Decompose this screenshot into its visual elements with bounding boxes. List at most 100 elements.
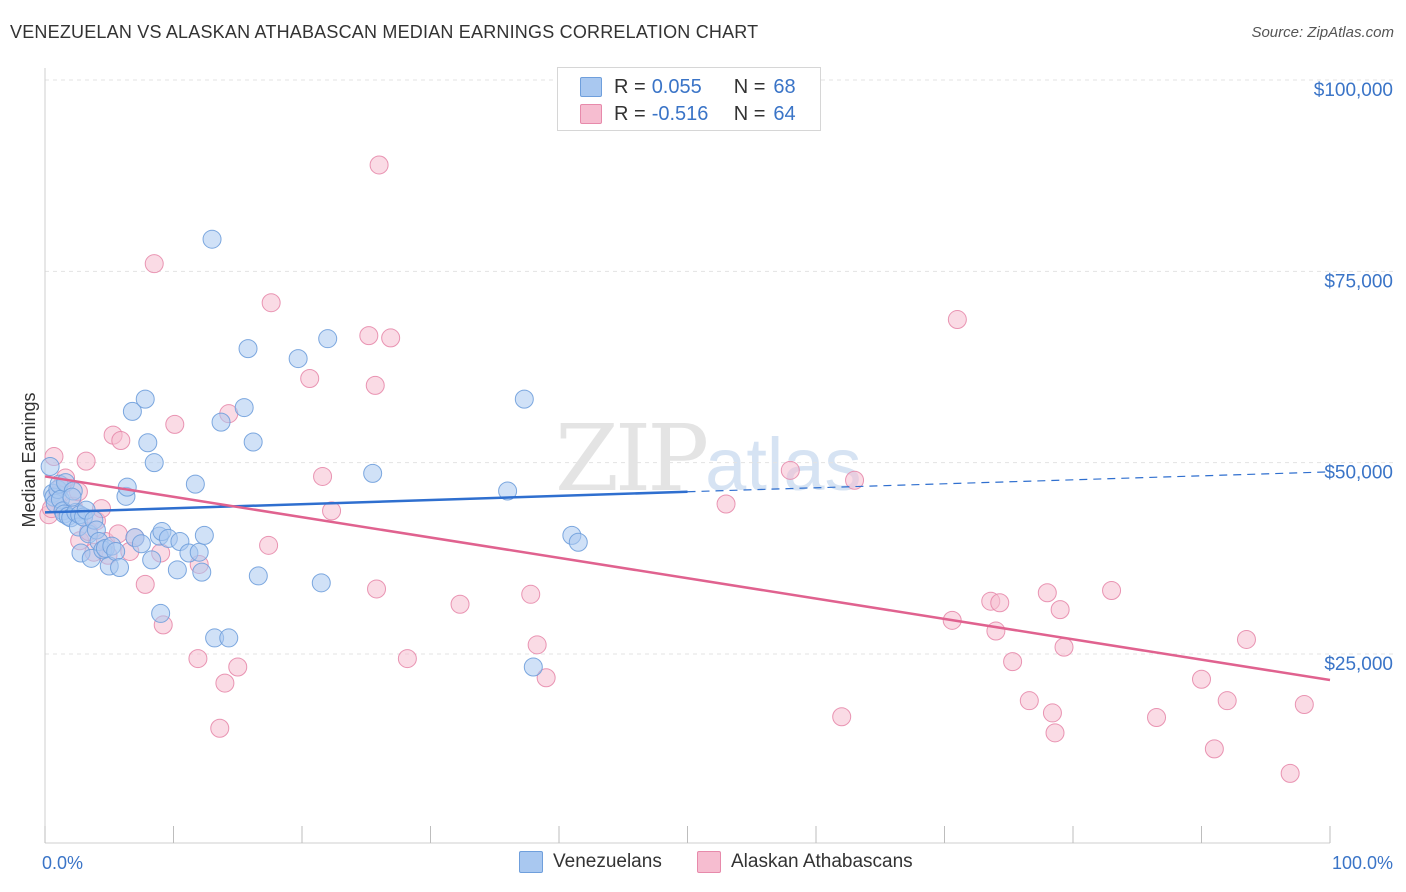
venezuelans-trend-extension [687,471,1331,493]
chart-title: VENEZUELAN VS ALASKAN ATHABASCAN MEDIAN … [10,22,759,42]
r-value: -0.516 [651,102,709,125]
venezuelans-point [138,433,158,453]
venezuelans-point [523,657,543,677]
athabascans-point [365,375,385,395]
venezuelans-point [514,389,534,409]
athabascans-point [261,293,281,313]
athabascans-point [1147,708,1167,728]
grid [45,79,1395,655]
venezuelans-point [363,463,383,483]
athabascans-point [165,414,185,434]
athabascans-point [144,254,164,274]
source-label: Source: ZipAtlas.com [1251,24,1394,41]
venezuelans-point [243,432,263,452]
venezuelans-trend-line [44,490,688,514]
venezuelans-point [288,349,308,369]
athabascans-point [215,673,235,693]
athabascans-point [527,635,547,655]
legend-row-venezuelans: R = 0.055 N = 68 [580,75,796,99]
athabascans-point [300,368,320,388]
athabascans-point [1294,695,1314,715]
series-legend: Venezuelans Alaskan Athabascans [0,851,1406,877]
venezuelans-point [311,573,331,593]
athabascans-point [1217,691,1237,711]
venezuelans-point [144,453,164,473]
pink-swatch [697,851,721,873]
athabascans-point [188,649,208,669]
athabascans-point [986,621,1006,641]
venezuelans-point [135,389,155,409]
athabascans-point [521,584,541,604]
venezuelans-point [167,560,187,580]
venezuelans-point [238,339,258,359]
athabascans-point [210,718,230,738]
venezuelans-point [568,532,588,552]
athabascans-point [313,466,333,486]
venezuelans-point [211,412,231,432]
athabascans-point [1019,691,1039,711]
athabascans-point [76,451,96,471]
r-label: R = [614,75,646,98]
y-axis-title: Median Earnings [19,392,39,527]
athabascans-point [1102,580,1122,600]
athabascans-point [1204,739,1224,759]
pink-swatch [580,104,602,124]
correlation-legend: R = 0.055 N = 68 R = -0.516 N = 64 [557,67,821,131]
athabascans-point [322,501,342,521]
venezuelans-point [185,474,205,494]
athabascans-point [450,594,470,614]
athabascans-point [359,326,379,346]
venezuelans-point [202,229,222,249]
venezuelans-point [192,562,212,582]
athabascans-point [716,494,736,514]
r-label: R = [614,102,646,125]
blue-swatch [519,851,543,873]
venezuelans-point [189,542,209,562]
r-value: 0.055 [651,75,702,98]
venezuelans-point [40,456,60,476]
venezuelans-point [142,550,162,570]
x-tick-label-max: 100.0% [1332,853,1393,873]
athabascans-point [1042,703,1062,723]
venezuelans-point [131,534,151,554]
x-tick-label-min: 0.0% [42,853,83,873]
trend-lines [44,471,1331,682]
venezuelans-point [318,329,338,349]
legend-item-venezuelans[interactable]: Venezuelans [519,851,662,873]
athabascans-point [135,574,155,594]
blue-swatch [580,77,602,97]
venezuelans-points [40,229,588,677]
athabascans-point [367,579,387,599]
axes [44,68,1331,844]
legend-label-athabascans: Alaskan Athabascans [731,851,913,872]
athabascans-point [1192,669,1211,689]
y-tick-label: $25,000 [1324,654,1393,675]
n-value: 64 [773,102,796,125]
athabascans-point [1037,583,1057,603]
athabascans-point [111,430,131,450]
athabascans-point [369,155,389,175]
n-label: N = [733,75,766,98]
n-label: N = [733,102,766,125]
legend-item-athabascans[interactable]: Alaskan Athabascans [697,851,913,873]
venezuelans-point [122,401,142,421]
athabascans-point [845,470,865,490]
athabascans-trend-line [44,475,1331,682]
legend-row-athabascans: R = -0.516 N = 64 [580,102,796,126]
athabascans-point [228,657,248,677]
athabascans-point [397,649,417,669]
venezuelans-point [106,541,126,561]
venezuelans-point [110,558,130,578]
y-tick-label: $75,000 [1324,271,1393,292]
athabascans-point [1280,763,1300,783]
athabascans-point [259,535,279,555]
y-tick-label: $50,000 [1324,463,1393,484]
venezuelans-point [248,566,268,586]
athabascans-point [990,593,1010,613]
venezuelans-point [234,398,254,418]
athabascans-point [1054,637,1074,657]
athabascans-point [947,310,967,330]
axis-labels: $25,000 $50,000 $75,000 $100,000 0.0% 100.0% M… [19,80,1393,873]
athabascans-point [1236,629,1256,649]
